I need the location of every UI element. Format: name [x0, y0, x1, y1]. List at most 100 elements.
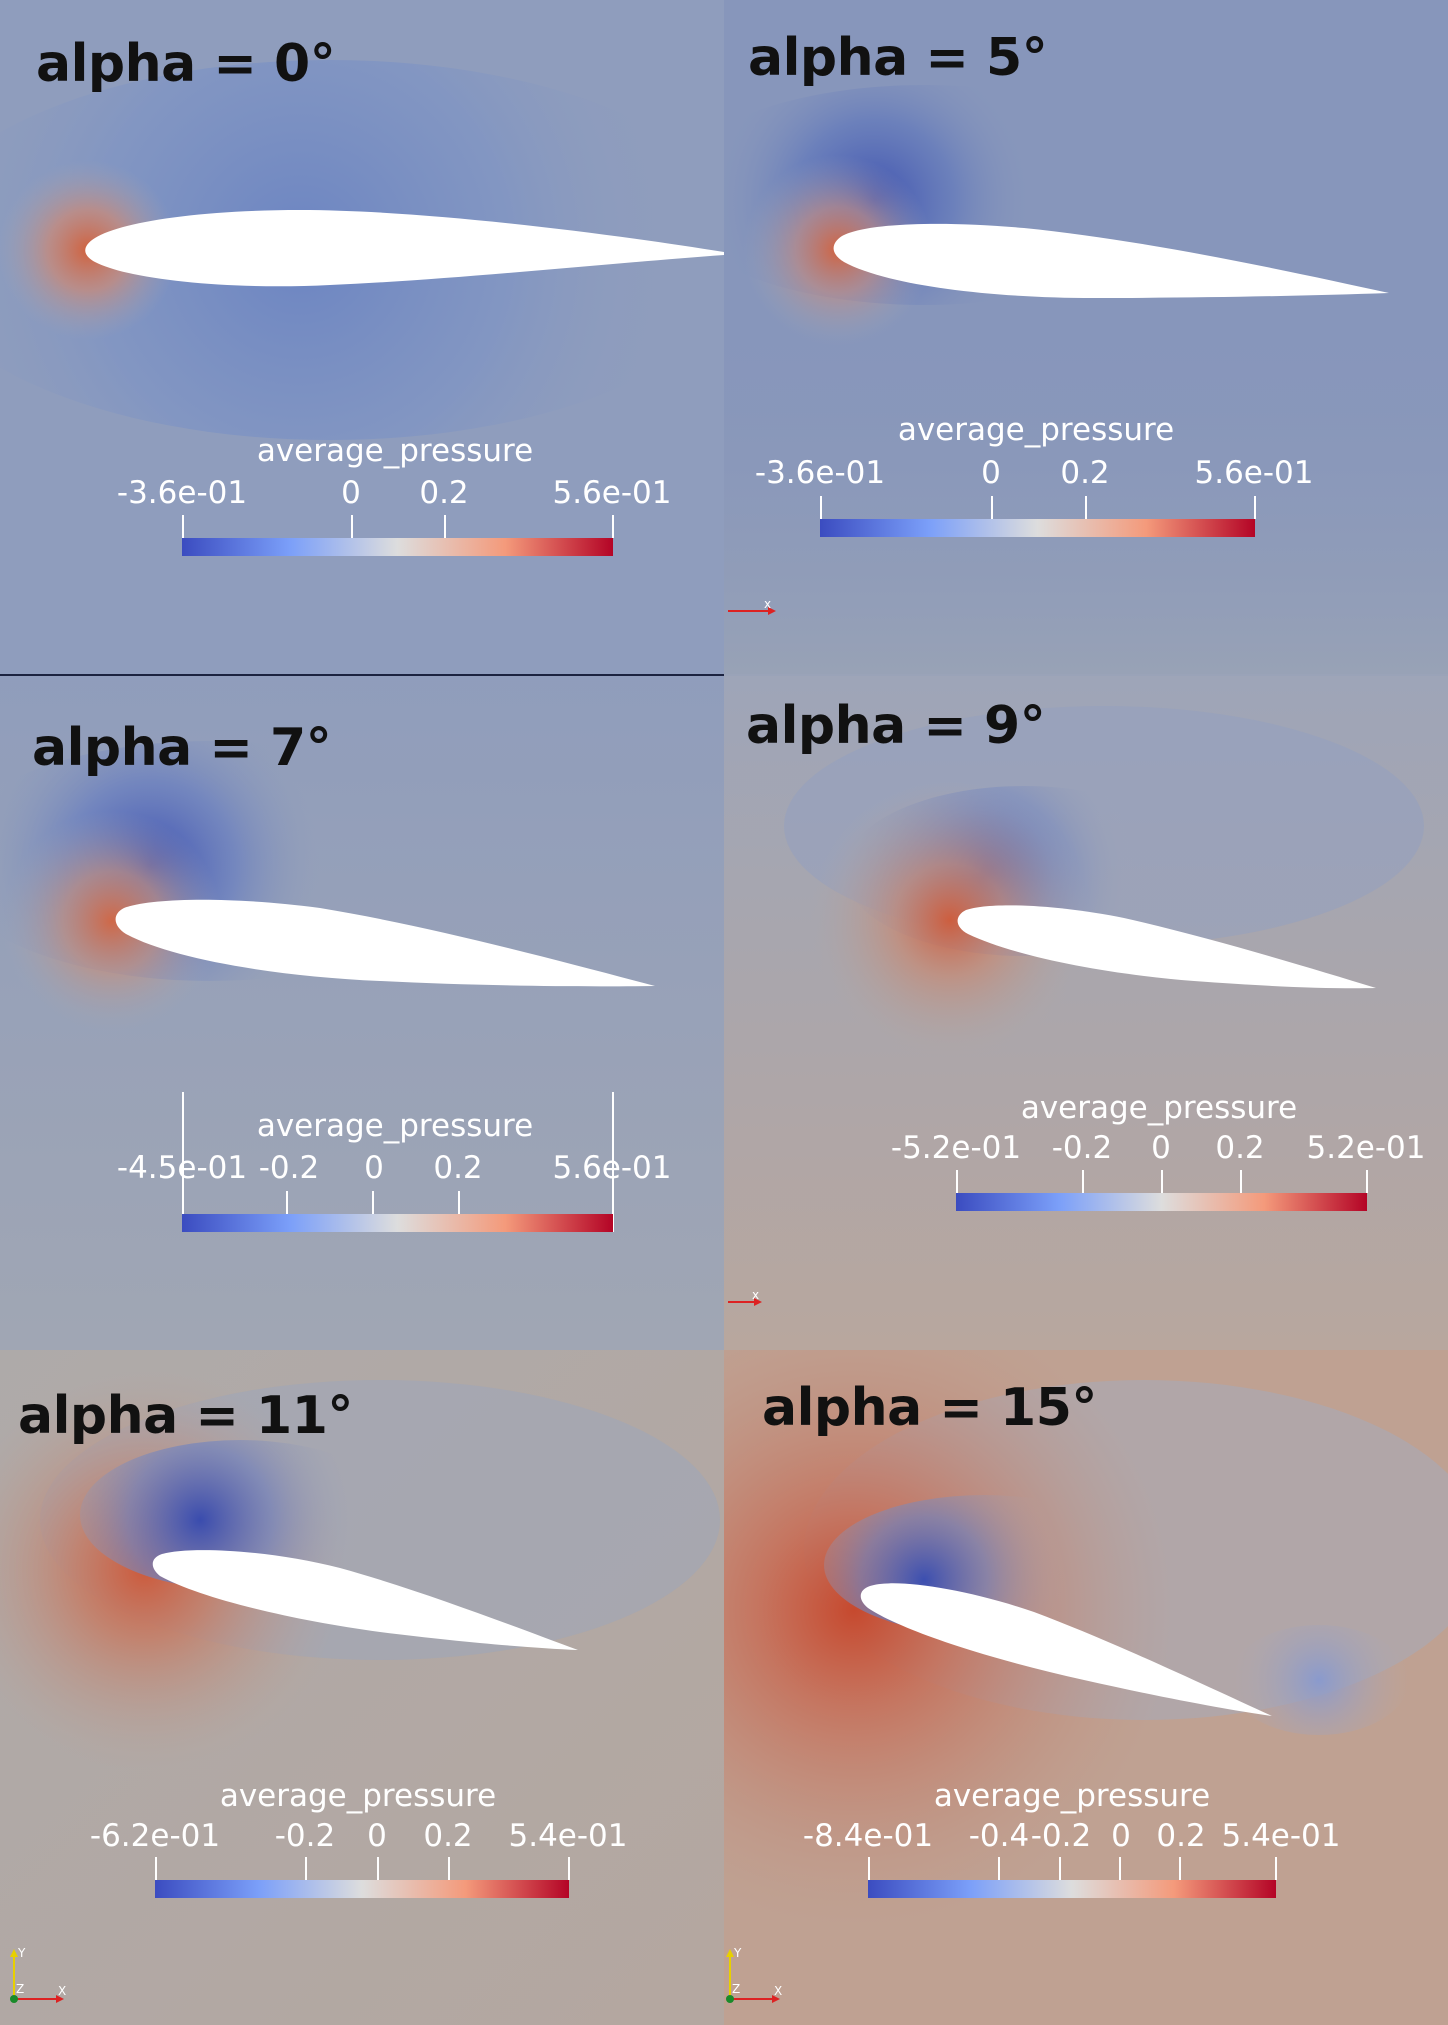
- airfoil: [152, 1550, 579, 1650]
- colorbar-title: average_pressure: [256, 1108, 534, 1144]
- colorbar-tick-label: 5.6e-01: [552, 475, 672, 511]
- pressure-field: [724, 1350, 1448, 2025]
- colorbar-tick-label: 5.6e-01: [1194, 455, 1314, 491]
- colorbar-gradient: [182, 1214, 613, 1232]
- colorbar-tick: [1161, 1170, 1163, 1193]
- axis-label-x: X: [774, 1984, 782, 1998]
- colorbar-tick-label: -5.2e-01: [890, 1130, 1022, 1166]
- colorbar-tick: [286, 1191, 288, 1214]
- panel-alpha-11: alpha = 11° average_pressure -6.2e-01 -0…: [0, 1350, 724, 2025]
- colorbar-tick: [820, 496, 822, 519]
- colorbar-tick-label: 0: [1151, 1130, 1171, 1166]
- colorbar-tick-label: 0: [981, 455, 1001, 491]
- airfoil: [833, 223, 1389, 298]
- pressure-field: [724, 0, 1448, 674]
- colorbar-tick: [1085, 496, 1087, 519]
- axis-label-x: X: [58, 1984, 66, 1998]
- orientation-axes: x: [728, 597, 776, 615]
- colorbar-gradient: [155, 1880, 569, 1898]
- colorbar-tick: [1179, 1857, 1181, 1880]
- colorbar-tick: [458, 1191, 460, 1214]
- colorbar-tick-label: 0: [367, 1818, 387, 1854]
- orientation-axes: x: [728, 1288, 762, 1306]
- colorbar-tick: [444, 515, 446, 538]
- colorbar: average_pressure -6.2e-01 -0.2 0 0.2 5.4…: [0, 1350, 724, 2025]
- colorbar-tick: [182, 515, 184, 538]
- colorbar: average_pressure -4.5e-01 -0.2 0 0.2 5.6…: [0, 676, 724, 1350]
- colorbar-tick: [448, 1857, 450, 1880]
- pressure-field: [0, 676, 724, 1350]
- colorbar-tick-label: -3.6e-01: [754, 455, 886, 491]
- axis-label-x: x: [752, 1288, 759, 1302]
- colorbar-gradient: [868, 1880, 1276, 1898]
- colorbar-tick-label: 0: [1111, 1818, 1131, 1854]
- panel-title: alpha = 7°: [32, 718, 332, 778]
- colorbar-title: average_pressure: [256, 433, 534, 469]
- colorbar-gradient: [182, 538, 613, 556]
- colorbar-tick: [305, 1857, 307, 1880]
- colorbar-tick-label: 0.2: [423, 1818, 473, 1854]
- colorbar-tick-label: 0: [364, 1150, 384, 1186]
- colorbar-tick-label: 0.2: [1156, 1818, 1206, 1854]
- colorbar-tick-label: -4.5e-01: [116, 1150, 248, 1186]
- colorbar-title: average_pressure: [219, 1778, 497, 1814]
- colorbar-tick: [1366, 1170, 1368, 1193]
- colorbar-tick-label: 0.2: [433, 1150, 483, 1186]
- panel-alpha-15: alpha = 15° average_pressure -8.4e-01 -0…: [724, 1350, 1448, 2025]
- colorbar-tick: [868, 1857, 870, 1880]
- airfoil: [115, 899, 655, 987]
- axis-label-y: Y: [17, 1946, 26, 1960]
- panel-alpha-5: alpha = 5° average_pressure -3.6e-01 0 0…: [724, 0, 1448, 674]
- colorbar-tick: [612, 1191, 614, 1214]
- colorbar-tick-label: -0.2: [274, 1818, 336, 1854]
- colorbar-tick: [372, 1191, 374, 1214]
- colorbar-title: average_pressure: [897, 412, 1175, 448]
- axis-label-y: Y: [733, 1946, 742, 1960]
- colorbar-title: average_pressure: [1020, 1090, 1298, 1126]
- colorbar: average_pressure -3.6e-01 0 0.2 5.6e-01: [724, 0, 1448, 674]
- pressure-field: [724, 676, 1448, 1350]
- colorbar: average_pressure -5.2e-01 -0.2 0 0.2 5.2…: [724, 676, 1448, 1350]
- colorbar-tick: [991, 496, 993, 519]
- pressure-field: [0, 1350, 724, 2025]
- panel-title: alpha = 11°: [18, 1386, 353, 1446]
- colorbar-tick-label: 5.4e-01: [508, 1818, 628, 1854]
- orientation-axes: Y Z X: [10, 1946, 66, 2003]
- panel-title: alpha = 5°: [748, 28, 1048, 88]
- colorbar-tick-label: 0.2: [419, 475, 469, 511]
- panel-title: alpha = 15°: [762, 1378, 1097, 1438]
- colorbar-gradient: [956, 1193, 1367, 1211]
- colorbar-tick-label: 0.2: [1060, 455, 1110, 491]
- colorbar-tick-label: -0.2: [1030, 1818, 1092, 1854]
- colorbar-tick-label: -6.2e-01: [89, 1818, 221, 1854]
- colorbar-tick-label: 5.2e-01: [1306, 1130, 1426, 1166]
- axis-label-x: x: [764, 597, 771, 611]
- colorbar-tick-label: -0.4: [968, 1818, 1030, 1854]
- airfoil: [860, 1583, 1272, 1716]
- airfoil: [957, 905, 1376, 989]
- colorbar-tick: [1119, 1857, 1121, 1880]
- colorbar-tick: [956, 1170, 958, 1193]
- colorbar: average_pressure -8.4e-01 -0.4 -0.2 0 0.…: [724, 1350, 1448, 2025]
- panel-alpha-9: alpha = 9° average_pressure -5.2e-01 -0.…: [724, 676, 1448, 1350]
- colorbar-tick: [377, 1857, 379, 1880]
- colorbar-tick-label: -0.2: [1051, 1130, 1113, 1166]
- colorbar-tick: [998, 1857, 1000, 1880]
- colorbar-tick: [1082, 1170, 1084, 1193]
- colorbar-tick-label: -8.4e-01: [802, 1818, 934, 1854]
- panel-title: alpha = 0°: [36, 34, 336, 94]
- axis-label-z: Z: [732, 1982, 740, 1996]
- colorbar-tick: [1254, 496, 1256, 519]
- colorbar-tick-label: 5.6e-01: [552, 1150, 672, 1186]
- colorbar: average_pressure -3.6e-01 0 0.2 5.6e-01: [0, 0, 724, 674]
- colorbar-tick-label: 0.2: [1215, 1130, 1265, 1166]
- colorbar-tick-label: -3.6e-01: [116, 475, 248, 511]
- colorbar-tick: [1059, 1857, 1061, 1880]
- colorbar-tick-label: 0: [341, 475, 361, 511]
- colorbar-frame: [182, 1092, 184, 1232]
- colorbar-title: average_pressure: [933, 1778, 1211, 1814]
- colorbar-gradient: [820, 519, 1255, 537]
- panel-title: alpha = 9°: [746, 696, 1046, 756]
- colorbar-tick-label: -0.2: [258, 1150, 320, 1186]
- panel-alpha-7: alpha = 7° average_pressure -4.5e-01 -0.…: [0, 676, 724, 1350]
